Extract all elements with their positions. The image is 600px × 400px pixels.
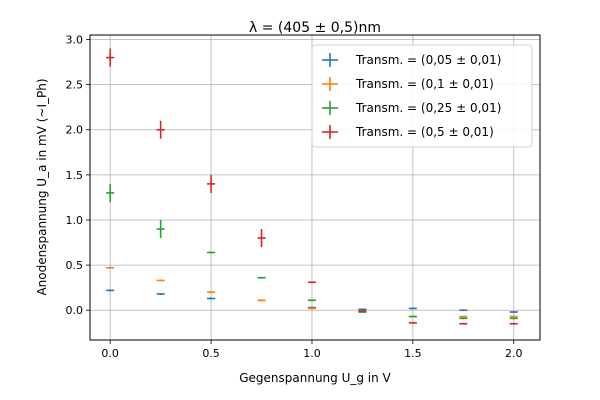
data-point: [106, 289, 115, 292]
legend: Transm. = (0,05 ± 0,01) Transm. = (0,1 ± …: [311, 44, 533, 148]
data-point: [358, 308, 367, 311]
data-point: [509, 315, 518, 318]
data-point: [307, 281, 317, 284]
data-point: [156, 219, 165, 239]
axis-ticks: 0.0 0.5 1.0 1.5 2.0 0.0 0.5 1.0 1.5 2.0 2.5 3.0: [66, 34, 523, 360]
data-point: [207, 174, 216, 193]
x-tick-label: 1.0: [303, 347, 321, 360]
legend-box: [311, 44, 533, 148]
data-point: [257, 276, 266, 279]
legend-label: Transm. = (0,25 ± 0,01): [355, 101, 501, 115]
data-point: [509, 317, 518, 320]
legend-entry: Transm. = (0,1 ± 0,01): [322, 77, 494, 91]
data-point: [358, 310, 367, 313]
data-point: [459, 315, 468, 318]
data-point: [156, 120, 165, 139]
legend-label: Transm. = (0,5 ± 0,01): [355, 125, 494, 139]
data-point: [257, 299, 266, 302]
legend-label: Transm. = (0,1 ± 0,01): [355, 77, 494, 91]
data-point: [207, 251, 216, 254]
legend-label: Transm. = (0,05 ± 0,01): [355, 53, 501, 67]
x-tick-label: 0.5: [202, 347, 220, 360]
y-axis-label: Anodenspannung U_a in mV (~I_Ph): [35, 78, 49, 295]
legend-entry: Transm. = (0,25 ± 0,01): [322, 101, 501, 115]
y-tick-label: 2.0: [66, 124, 84, 137]
chart-title: λ = (405 ± 0,5)nm: [249, 20, 381, 36]
x-axis-label: Gegenspannung U_g in V: [239, 371, 391, 385]
data-point: [408, 307, 417, 310]
data-point: [307, 307, 317, 310]
data-point: [257, 229, 266, 248]
data-point: [106, 266, 115, 269]
data-point: [207, 291, 216, 294]
y-tick-label: 2.5: [66, 79, 84, 92]
data-point: [459, 309, 468, 312]
y-tick-label: 0.5: [66, 259, 84, 272]
data-point: [408, 321, 417, 324]
data-point: [509, 311, 518, 313]
y-tick-label: 3.0: [66, 34, 84, 47]
data-point: [459, 317, 468, 320]
data-point: [307, 299, 317, 302]
y-tick-label: 1.5: [66, 169, 84, 182]
legend-entry: Transm. = (0,5 ± 0,01): [322, 125, 494, 139]
y-tick-label: 0.0: [66, 304, 84, 317]
legend-entry: Transm. = (0,05 ± 0,01): [322, 53, 501, 67]
data-point: [509, 322, 518, 325]
data-point: [408, 315, 417, 318]
x-tick-label: 2.0: [505, 347, 523, 360]
data-point: [106, 48, 115, 67]
x-tick-label: 0.0: [101, 347, 119, 360]
x-tick-label: 1.5: [404, 347, 422, 360]
data-point: [207, 297, 216, 300]
data-point: [106, 183, 115, 202]
plot-frame: [89, 34, 541, 341]
data-point: [156, 293, 165, 295]
data-point: [156, 279, 165, 282]
data-points: [106, 48, 518, 325]
data-point: [459, 322, 468, 325]
y-tick-label: 1.0: [66, 214, 84, 227]
